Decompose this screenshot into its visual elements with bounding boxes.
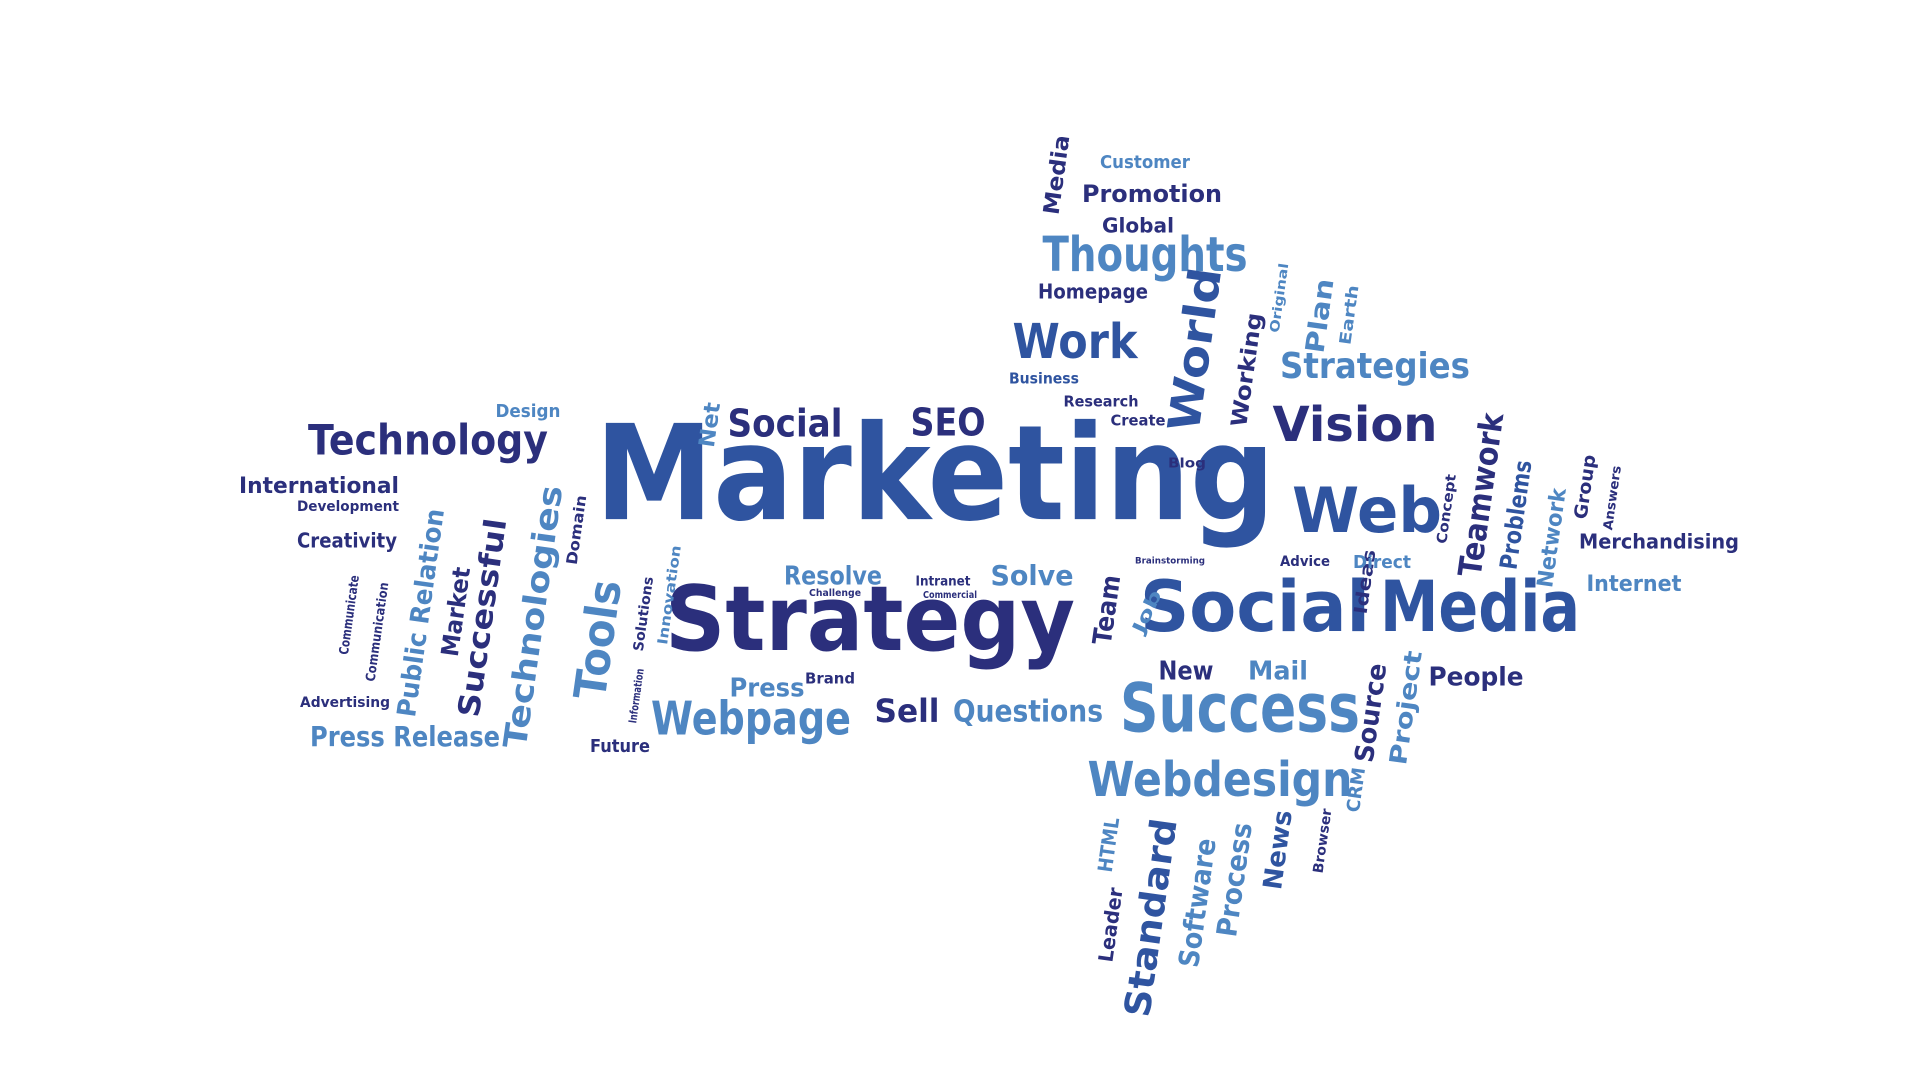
word-press-release: Press Release: [310, 720, 500, 753]
word-development: Development: [297, 499, 399, 515]
word-advertising: Advertising: [300, 695, 390, 711]
word-solve: Solve: [991, 559, 1074, 592]
word-strategy: Strategy: [665, 567, 1075, 672]
word-team: Team: [1088, 573, 1127, 646]
word-media: Media: [1380, 566, 1580, 648]
word-solutions: Solutions: [631, 576, 657, 652]
word-thoughts: Thoughts: [1043, 227, 1248, 283]
word-success: Success: [1120, 670, 1360, 749]
word-future: Future: [590, 736, 650, 757]
word-blog: Blog: [1168, 457, 1206, 472]
word-new: New: [1159, 657, 1214, 687]
word-browser: Browser: [1311, 808, 1336, 875]
word-communication: Communication: [364, 581, 393, 682]
word-people: People: [1429, 663, 1524, 693]
word-international: International: [239, 474, 399, 499]
word-mail: Mail: [1248, 657, 1308, 687]
word-communicate: Communicate: [337, 574, 363, 655]
word-merchandising: Merchandising: [1579, 530, 1739, 554]
word-commercial: Commercial: [923, 590, 977, 601]
word-challenge: Challenge: [809, 588, 861, 599]
word-advice: Advice: [1280, 554, 1330, 570]
word-homepage: Homepage: [1038, 280, 1148, 304]
word-customer: Customer: [1100, 152, 1190, 173]
word-brand: Brand: [805, 670, 855, 688]
word-work: Work: [1013, 314, 1139, 370]
word-press: Press: [730, 674, 805, 704]
word-answers: Answers: [1601, 465, 1625, 532]
word-internet: Internet: [1587, 572, 1682, 597]
word-vision: Vision: [1273, 397, 1438, 453]
word-brainstorming: Brainstorming: [1135, 557, 1205, 567]
word-web: Web: [1292, 474, 1442, 547]
word-business: Business: [1009, 370, 1079, 388]
word-technology: Technology: [308, 416, 548, 465]
word-seo: SEO: [911, 401, 986, 445]
word-create: Create: [1111, 412, 1166, 430]
word-intranet: Intranet: [916, 575, 971, 590]
word-design: Design: [496, 401, 561, 422]
word-social: Social: [1140, 566, 1370, 648]
word-tools: Tools: [565, 577, 632, 703]
word-earth: Earth: [1335, 284, 1362, 346]
word-marketing: Marketing: [595, 397, 1275, 551]
word-global: Global: [1102, 214, 1174, 238]
word-group: Group: [1571, 453, 1601, 520]
word-resolve: Resolve: [784, 562, 882, 592]
word-promotion: Promotion: [1082, 180, 1222, 208]
word-leader: Leader: [1093, 886, 1127, 964]
word-questions: Questions: [953, 695, 1103, 730]
word-html: HTML: [1093, 816, 1124, 874]
word-media: Media: [1040, 134, 1076, 217]
word-creativity: Creativity: [297, 529, 397, 553]
word-webdesign: Webdesign: [1088, 752, 1353, 808]
word-social: Social: [728, 402, 843, 446]
word-direct: Direct: [1353, 552, 1411, 573]
word-sell: Sell: [875, 692, 940, 730]
word-information: Information: [626, 668, 647, 724]
word-process: Process: [1210, 821, 1259, 939]
word-standard: Standard: [1117, 816, 1185, 1020]
word-webpage: Webpage: [651, 692, 851, 746]
word-research: Research: [1064, 393, 1139, 411]
word-original: Original: [1268, 262, 1293, 333]
word-strategies: Strategies: [1280, 346, 1470, 387]
word-news: News: [1258, 808, 1299, 891]
